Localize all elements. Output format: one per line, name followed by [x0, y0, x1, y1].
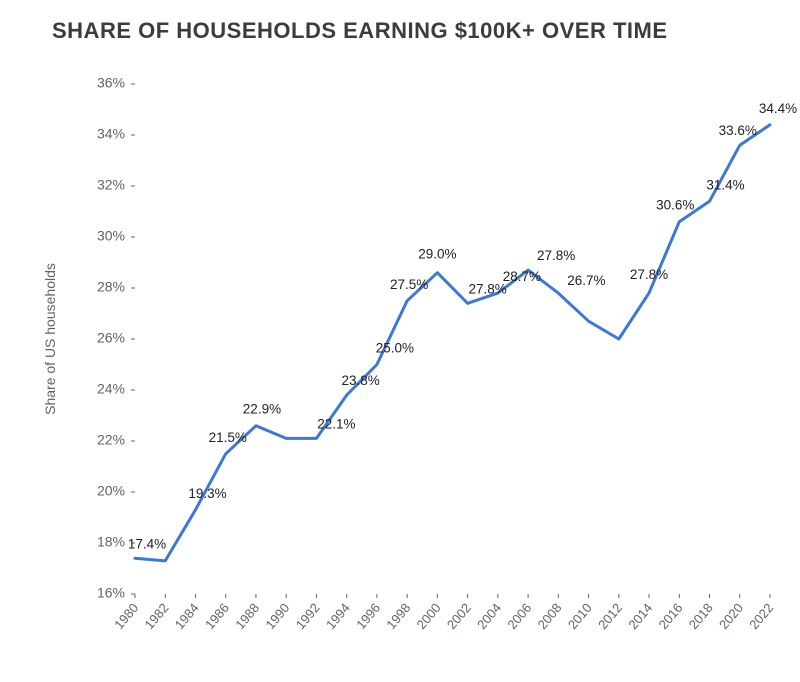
data-point-label: 33.6%	[719, 123, 757, 138]
chart-container: 16% 18% 20% 22% 24% 26% 28% 30% 32% 34% 36% Share o…	[0, 44, 800, 674]
data-point-label: 22.1%	[317, 416, 355, 431]
x-tick-label: 1980	[111, 600, 141, 632]
data-point-label: 19.3%	[188, 486, 226, 501]
data-point-label: 30.6%	[656, 198, 694, 213]
x-tick-label: 1986	[202, 600, 232, 632]
x-tick-label: 2016	[656, 600, 686, 632]
x-tick-label: 2002	[444, 600, 474, 632]
x-tick-label: 1992	[293, 600, 323, 632]
data-point-label: 26.7%	[567, 273, 605, 288]
x-tick-label: 1998	[383, 600, 413, 632]
y-tick-label: 18%	[97, 534, 125, 550]
x-tick-label: 1982	[141, 600, 171, 632]
y-tick-label: 34%	[97, 126, 125, 142]
x-tick-label: 1996	[353, 600, 383, 632]
data-line	[135, 125, 770, 561]
x-tick-label: 2008	[535, 600, 565, 632]
x-tick-label: 1988	[232, 600, 262, 632]
data-point-label: 31.4%	[706, 177, 744, 192]
data-point-label: 29.0%	[418, 247, 456, 262]
y-tick-label: 32%	[97, 177, 125, 193]
y-tick-label: 26%	[97, 330, 125, 346]
x-tick-label: 2006	[504, 600, 534, 632]
x-tick-label: 2014	[625, 600, 655, 632]
y-tick-label: 24%	[97, 381, 125, 397]
data-point-label: 27.8%	[630, 267, 668, 282]
x-tick-label: 2020	[716, 600, 746, 632]
data-point-label: 17.4%	[128, 536, 166, 551]
x-tick-label: 1984	[172, 600, 202, 632]
y-tick-label: 28%	[97, 279, 125, 295]
x-tick-label: 2000	[414, 600, 444, 632]
y-tick-label: 36%	[97, 75, 125, 91]
data-point-label: 34.4%	[759, 101, 797, 116]
y-tick-label: 30%	[97, 228, 125, 244]
data-point-label: 27.5%	[390, 277, 428, 292]
x-tick-label: 2012	[595, 600, 625, 632]
data-point-label: 27.8%	[468, 281, 506, 296]
x-tick-label: 2022	[746, 600, 776, 632]
data-point-label: 28.7%	[503, 269, 541, 284]
x-tick-label: 2018	[686, 600, 716, 632]
y-tick-label: 20%	[97, 483, 125, 499]
data-point-label: 22.9%	[243, 402, 281, 417]
line-chart: 16% 18% 20% 22% 24% 26% 28% 30% 32% 34% 36% Share o…	[0, 44, 800, 674]
data-point-label: 23.8%	[342, 373, 380, 388]
y-tick-label: 16%	[97, 585, 125, 601]
x-tick-label: 2004	[474, 600, 504, 632]
y-axis-title: Share of US households	[42, 263, 58, 415]
data-point-label: 25.0%	[376, 341, 414, 356]
x-tick-label: 1990	[262, 600, 292, 632]
data-point-label: 27.8%	[537, 248, 575, 263]
x-tick-label: 2010	[565, 600, 595, 632]
chart-title: SHARE OF HOUSEHOLDS EARNING $100K+ OVER …	[0, 0, 800, 44]
y-tick-label: 22%	[97, 432, 125, 448]
x-tick-label: 1994	[323, 600, 353, 632]
data-point-label: 21.5%	[209, 430, 247, 445]
